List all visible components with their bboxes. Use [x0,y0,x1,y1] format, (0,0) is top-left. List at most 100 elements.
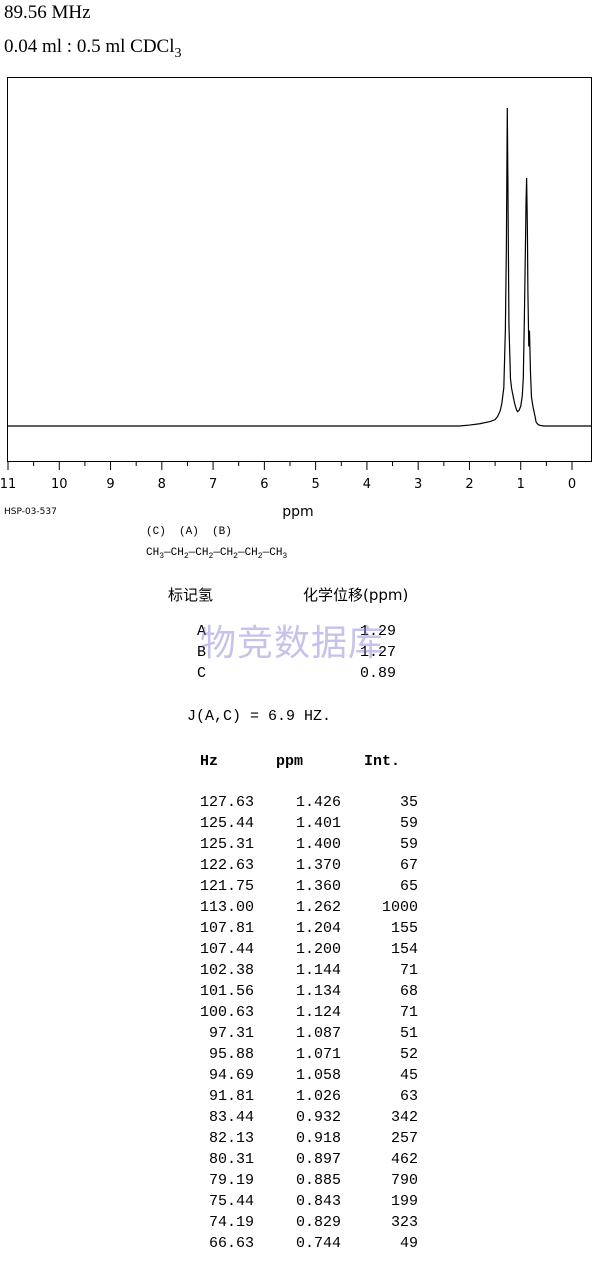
peak-hz: 97.31 [208,1025,254,1042]
peak-ppm: 0.932 [295,1109,341,1126]
x-tick-label: 9 [106,477,114,492]
structure-labels: (C) (A) (B) [146,526,232,538]
peak-ppm: 1.058 [295,1067,341,1084]
table-row: 83.44 0.932 342 [0,1109,420,1130]
peak-ppm: 1.204 [295,920,341,937]
table-row: 125.31 1.400 59 [0,836,420,857]
plot-frame [7,77,592,462]
table-row: 91.81 1.026 63 [0,1088,420,1109]
x-tick-label: 8 [158,477,166,492]
peak-ppm: 1.426 [295,794,341,811]
structure-formula: CH3—CH2—CH2—CH2—CH2—CH3 [146,547,288,562]
table-row: 95.88 1.071 52 [0,1046,420,1067]
peak-ppm: 1.124 [295,1004,341,1021]
peak-hz: 125.31 [199,836,254,853]
peak-hz: 107.81 [199,920,254,937]
peak-hz: 79.19 [208,1172,254,1189]
table-row: 97.31 1.087 51 [0,1025,420,1046]
peak-hz: 107.44 [199,941,254,958]
x-axis-tick-labels: 11 10 9 8 7 6 5 4 3 2 1 0 [0,477,576,492]
table-row: 107.44 1.200 154 [0,941,420,962]
sample-solvent: 0.04 ml : 0.5 ml CDCl3 [4,36,182,62]
assignment-label: B [197,644,207,661]
peak-hz: 94.69 [208,1067,254,1084]
label-column-header: 标记氢 [168,586,214,604]
peak-ppm: 1.071 [295,1046,341,1063]
peak-intensity: 342 [390,1109,418,1126]
x-axis-label: ppm [282,504,313,520]
table-row: 102.38 1.144 71 [0,962,420,983]
peak-intensity: 462 [390,1151,418,1168]
x-tick-label: 6 [260,477,268,492]
peak-hz: 75.44 [208,1193,254,1210]
peak-intensity: 257 [390,1130,418,1147]
peak-hz: 127.63 [199,794,254,811]
peak-ppm: 0.843 [295,1193,341,1210]
peak-intensity: 154 [390,941,418,958]
peak-header-ppm: ppm [276,753,304,770]
peak-ppm: 1.200 [295,941,341,958]
assignment-row: C 0.89 [197,665,396,685]
solvent-subscript: 3 [174,45,182,61]
coupling-constant: J(A,C) = 6.9 HZ. [187,708,332,725]
peak-intensity: 65 [399,878,418,895]
table-row: 66.63 0.744 49 [0,1235,420,1256]
assignment-label: A [197,623,207,640]
peak-intensity: 790 [390,1172,418,1189]
table-row: 113.00 1.262 1000 [0,899,420,920]
peak-hz: 121.75 [199,878,254,895]
nmr-spectrum-chart: 11 10 9 8 7 6 5 4 3 2 1 0 ppm [0,77,592,520]
peak-intensity: 155 [390,920,418,937]
x-tick-label: 3 [414,477,422,492]
peak-header-hz: Hz [200,753,219,770]
peak-intensity: 45 [399,1067,418,1084]
table-row: 79.19 0.885 790 [0,1172,420,1193]
assignment-row: B 1.27 [197,644,396,664]
peak-intensity: 323 [390,1214,418,1231]
x-tick-label: 7 [209,477,217,492]
peak-intensity: 67 [399,857,418,874]
peak-hz: 80.31 [208,1151,254,1168]
peak-ppm: 0.744 [295,1235,341,1252]
x-tick-label: 0 [568,477,576,492]
peak-hz: 101.56 [199,983,254,1000]
x-tick-label: 10 [51,477,68,492]
peak-ppm: 0.885 [295,1172,341,1189]
peak-ppm: 0.829 [295,1214,341,1231]
peak-ppm: 1.134 [295,983,341,1000]
peak-ppm: 1.262 [295,899,341,916]
x-tick-label: 11 [0,477,16,492]
table-row: 100.63 1.124 71 [0,1004,420,1025]
peak-ppm: 0.918 [295,1130,341,1147]
peak-hz: 74.19 [208,1214,254,1231]
peak-hz: 125.44 [199,815,254,832]
peak-hz: 113.00 [199,899,254,916]
table-row: 125.44 1.401 59 [0,815,420,836]
spectrum-code: HSP-03-537 [4,507,57,517]
peak-header-int: Int. [364,753,401,770]
peak-ppm: 1.400 [295,836,341,853]
assignment-row: A 1.29 [197,623,396,643]
peak-ppm: 1.144 [295,962,341,979]
peak-intensity: 49 [399,1235,418,1252]
assignment-label: C [197,665,207,682]
table-row: 75.44 0.843 199 [0,1193,420,1214]
peak-intensity: 59 [399,815,418,832]
peak-intensity: 59 [399,836,418,853]
peak-hz: 91.81 [208,1088,254,1105]
x-tick-label: 1 [517,477,525,492]
peak-hz: 102.38 [199,962,254,979]
table-row: 80.31 0.897 462 [0,1151,420,1172]
spectrometer-frequency: 89.56 MHz [4,2,91,23]
table-row: 94.69 1.058 45 [0,1067,420,1088]
table-row: 74.19 0.829 323 [0,1214,420,1235]
spectrum-trace [7,107,591,427]
table-row: 107.81 1.204 155 [0,920,420,941]
peak-ppm: 0.897 [295,1151,341,1168]
peak-hz: 66.63 [208,1235,254,1252]
x-axis-ticks [7,462,573,470]
peak-intensity: 71 [399,962,418,979]
peak-ppm: 1.087 [295,1025,341,1042]
table-row: 82.13 0.918 257 [0,1130,420,1151]
assignment-shift: 0.89 [359,665,396,682]
